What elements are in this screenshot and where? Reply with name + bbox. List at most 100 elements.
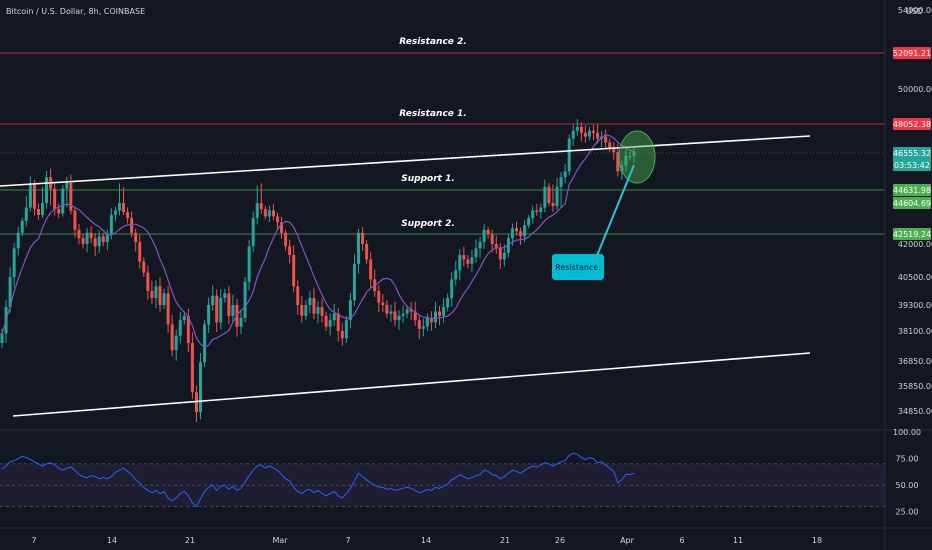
symbol-title: Bitcoin / U.S. Dollar, 8h, COINBASE (6, 7, 146, 16)
candle-body (174, 335, 178, 351)
candle-body (81, 238, 85, 244)
candle-body (393, 311, 397, 321)
candle-body (280, 222, 284, 233)
price-tag-sublabel: 03:53:42 (894, 161, 930, 170)
candle-body (361, 232, 365, 244)
candle-body (263, 209, 267, 217)
candle-body (547, 186, 551, 204)
y-tick-label: 35850.00 (898, 382, 932, 391)
candle-body (519, 231, 523, 237)
currency-label[interactable]: USD (906, 7, 924, 16)
x-tick-label: 21 (185, 536, 195, 545)
candle-body (243, 281, 247, 318)
y-tick-label: 50000.00 (898, 85, 932, 94)
price-tag-label-3: 44631.98 (893, 186, 931, 195)
candle-body (211, 295, 215, 305)
candle-body (620, 165, 624, 172)
candle-body (73, 210, 77, 230)
candle-body (122, 203, 126, 212)
candle-body (365, 244, 369, 260)
candle-body (105, 234, 109, 243)
x-tick-label: 7 (345, 536, 350, 545)
candle-body (251, 217, 255, 247)
candle-body (571, 130, 575, 139)
candle-body (527, 217, 531, 226)
candle-body (340, 331, 344, 339)
candle-body (138, 242, 142, 262)
candle-body (567, 138, 571, 172)
candle-body (490, 234, 494, 244)
channel-upper-line (0, 135, 811, 187)
price-tag-3 (893, 184, 931, 196)
candle-body (113, 210, 117, 215)
candle-body (624, 155, 628, 166)
candle-body (32, 184, 36, 210)
candle-body (154, 286, 158, 298)
candle-body (150, 291, 154, 298)
x-tick-label: 21 (500, 536, 510, 545)
candle-body (336, 313, 340, 331)
candle-body (563, 171, 567, 178)
candle-body (510, 228, 514, 239)
candle-body (604, 136, 608, 143)
candle-body (41, 203, 45, 215)
candle-body (288, 246, 292, 255)
candle-body (454, 270, 458, 280)
candle-body (126, 211, 130, 218)
candle-body (409, 309, 413, 312)
candle-body (535, 210, 539, 212)
annotation-box (552, 254, 604, 280)
candle-body (397, 315, 401, 321)
candle-body (304, 305, 308, 316)
candle-body (332, 313, 336, 321)
candle-body (162, 293, 166, 305)
price-tag-label-2: 46555.32 (893, 149, 931, 158)
candle-body (101, 236, 105, 243)
candle-body (267, 210, 271, 217)
candle-body (271, 210, 275, 217)
y-tick-label: 38100.00 (898, 327, 932, 336)
candle-body (438, 311, 442, 316)
candle-body (292, 255, 296, 287)
candle-body (531, 210, 535, 218)
candle-body (596, 132, 600, 139)
candle-body (170, 324, 174, 351)
candle-body (381, 302, 385, 305)
y-tick-label: 54000.00 (898, 6, 932, 15)
candle-body (344, 320, 348, 339)
candle-body (89, 232, 93, 239)
price-tag-4 (893, 197, 931, 209)
candle-body (429, 318, 433, 323)
candle-body (575, 126, 579, 131)
candle-body (385, 305, 389, 314)
candle-body (612, 148, 616, 153)
candle-body (284, 232, 288, 247)
candle-body (425, 318, 429, 327)
candle-body (231, 305, 235, 316)
candle-body (413, 311, 417, 321)
candle-body (296, 286, 300, 305)
candle-body (579, 126, 583, 133)
rsi-tick-label: 75.00 (896, 455, 919, 464)
candle-body (482, 229, 486, 243)
rsi-tick-label: 50.00 (896, 481, 919, 490)
candle-body (316, 307, 320, 314)
price-tag-0 (893, 47, 931, 59)
candle-body (458, 255, 462, 271)
candle-body (543, 186, 547, 208)
candle-body (227, 293, 231, 316)
candle-body (0, 333, 4, 343)
candle-body (259, 203, 263, 210)
candle-body (502, 252, 506, 260)
x-tick-label: 6 (679, 536, 684, 545)
candle-body (450, 279, 454, 298)
candle-body (65, 182, 69, 189)
candle-body (401, 313, 405, 316)
candle-body (462, 255, 466, 260)
rsi-tick-label: 100.00 (893, 428, 921, 437)
x-tick-label: 14 (421, 536, 431, 545)
rsi-line (1, 452, 635, 508)
x-tick-label: Apr (620, 536, 635, 545)
